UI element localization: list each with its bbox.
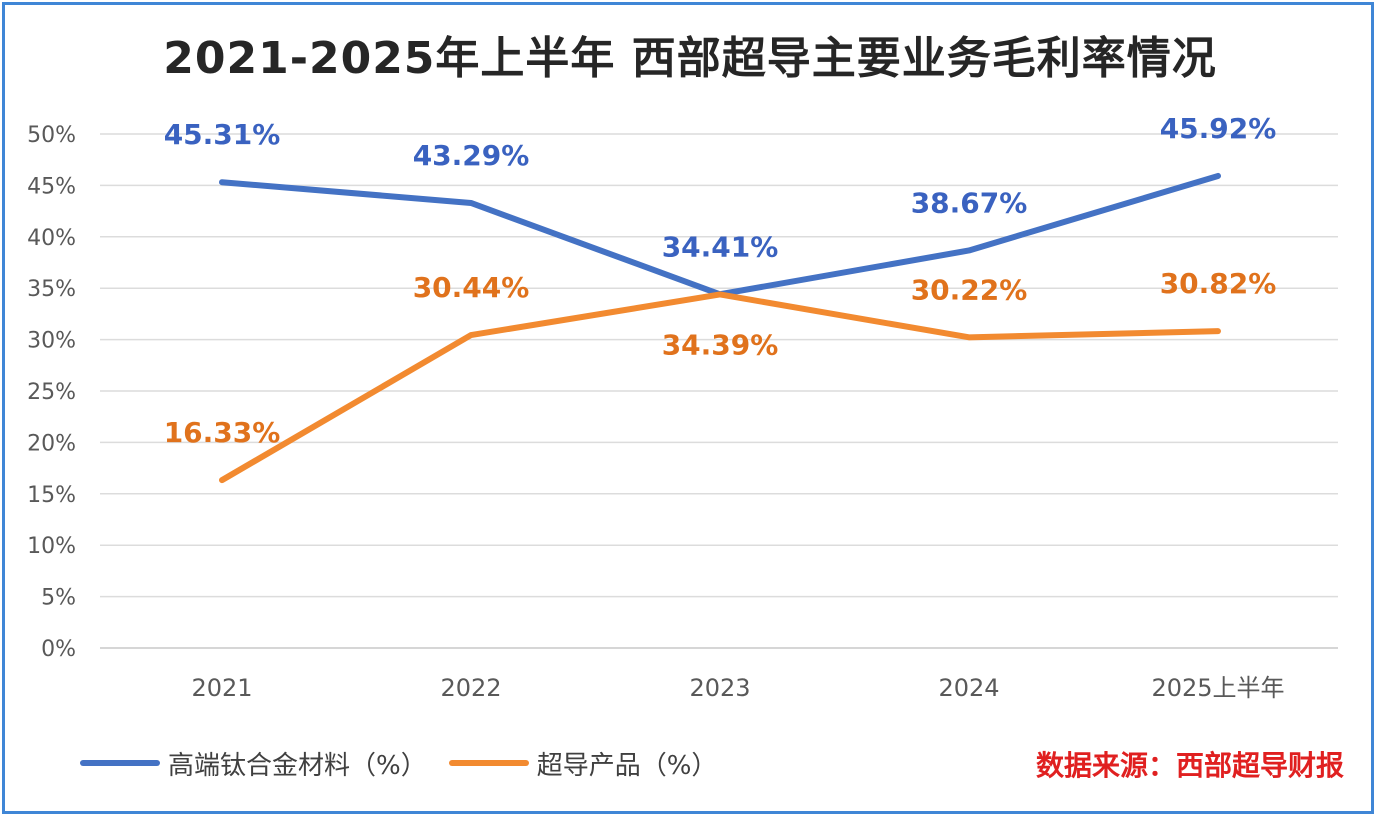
data-label-titanium: 45.92% — [1160, 112, 1277, 145]
legend-item-superconductor: 超导产品（%） — [448, 745, 718, 782]
data-source-note: 数据来源：西部超导财报 — [1035, 749, 1344, 782]
data-label-superconductor: 30.44% — [413, 271, 530, 304]
y-tick-label: 30% — [27, 329, 76, 354]
legend-swatch-titanium — [80, 760, 160, 766]
y-axis: 0% 5% 10% 15% 20% 25% 30% 35% 40% 45% 50% — [27, 123, 76, 662]
data-label-titanium: 34.41% — [662, 230, 779, 263]
y-tick-label: 40% — [27, 226, 76, 251]
x-tick-label: 2025上半年 — [1151, 674, 1284, 702]
x-tick-label: 2021 — [191, 674, 252, 702]
legend-item-titanium: 高端钛合金材料（%） — [80, 745, 427, 782]
y-tick-label: 25% — [27, 380, 76, 405]
gridlines — [100, 133, 1338, 649]
y-tick-label: 35% — [27, 277, 76, 302]
data-label-superconductor: 30.82% — [1160, 267, 1277, 300]
data-label-superconductor: 30.22% — [911, 273, 1028, 306]
x-tick-label: 2022 — [440, 674, 501, 702]
y-tick-label: 10% — [27, 534, 76, 559]
legend: 高端钛合金材料（%） 超导产品（%） — [80, 740, 739, 786]
y-tick-label: 0% — [41, 637, 76, 662]
series-lines — [219, 172, 1221, 484]
series-line-superconductor — [219, 291, 1221, 484]
legend-label-titanium: 高端钛合金材料（%） — [168, 750, 427, 781]
y-tick-label: 20% — [27, 431, 76, 456]
x-axis: 2021 2022 2023 2024 2025上半年 — [191, 674, 1284, 702]
x-tick-label: 2024 — [938, 674, 999, 702]
legend-label-superconductor: 超导产品（%） — [536, 750, 718, 781]
y-tick-label: 15% — [27, 483, 76, 508]
y-tick-label: 45% — [27, 174, 76, 199]
chart-title: 2021-2025年上半年 西部超导主要业务毛利率情况 — [163, 33, 1217, 84]
x-tick-label: 2023 — [689, 674, 750, 702]
data-label-titanium: 38.67% — [911, 186, 1028, 219]
y-tick-label: 5% — [41, 586, 76, 611]
data-labels: 45.31% 43.29% 34.41% 38.67% 45.92% 16.33% 30.4… — [164, 112, 1277, 449]
data-label-superconductor: 34.39% — [662, 328, 779, 361]
data-label-titanium: 45.31% — [164, 118, 281, 151]
y-tick-label: 50% — [27, 123, 76, 148]
legend-swatch-superconductor — [448, 760, 529, 766]
data-label-superconductor: 16.33% — [164, 416, 281, 449]
data-label-titanium: 43.29% — [413, 139, 530, 172]
